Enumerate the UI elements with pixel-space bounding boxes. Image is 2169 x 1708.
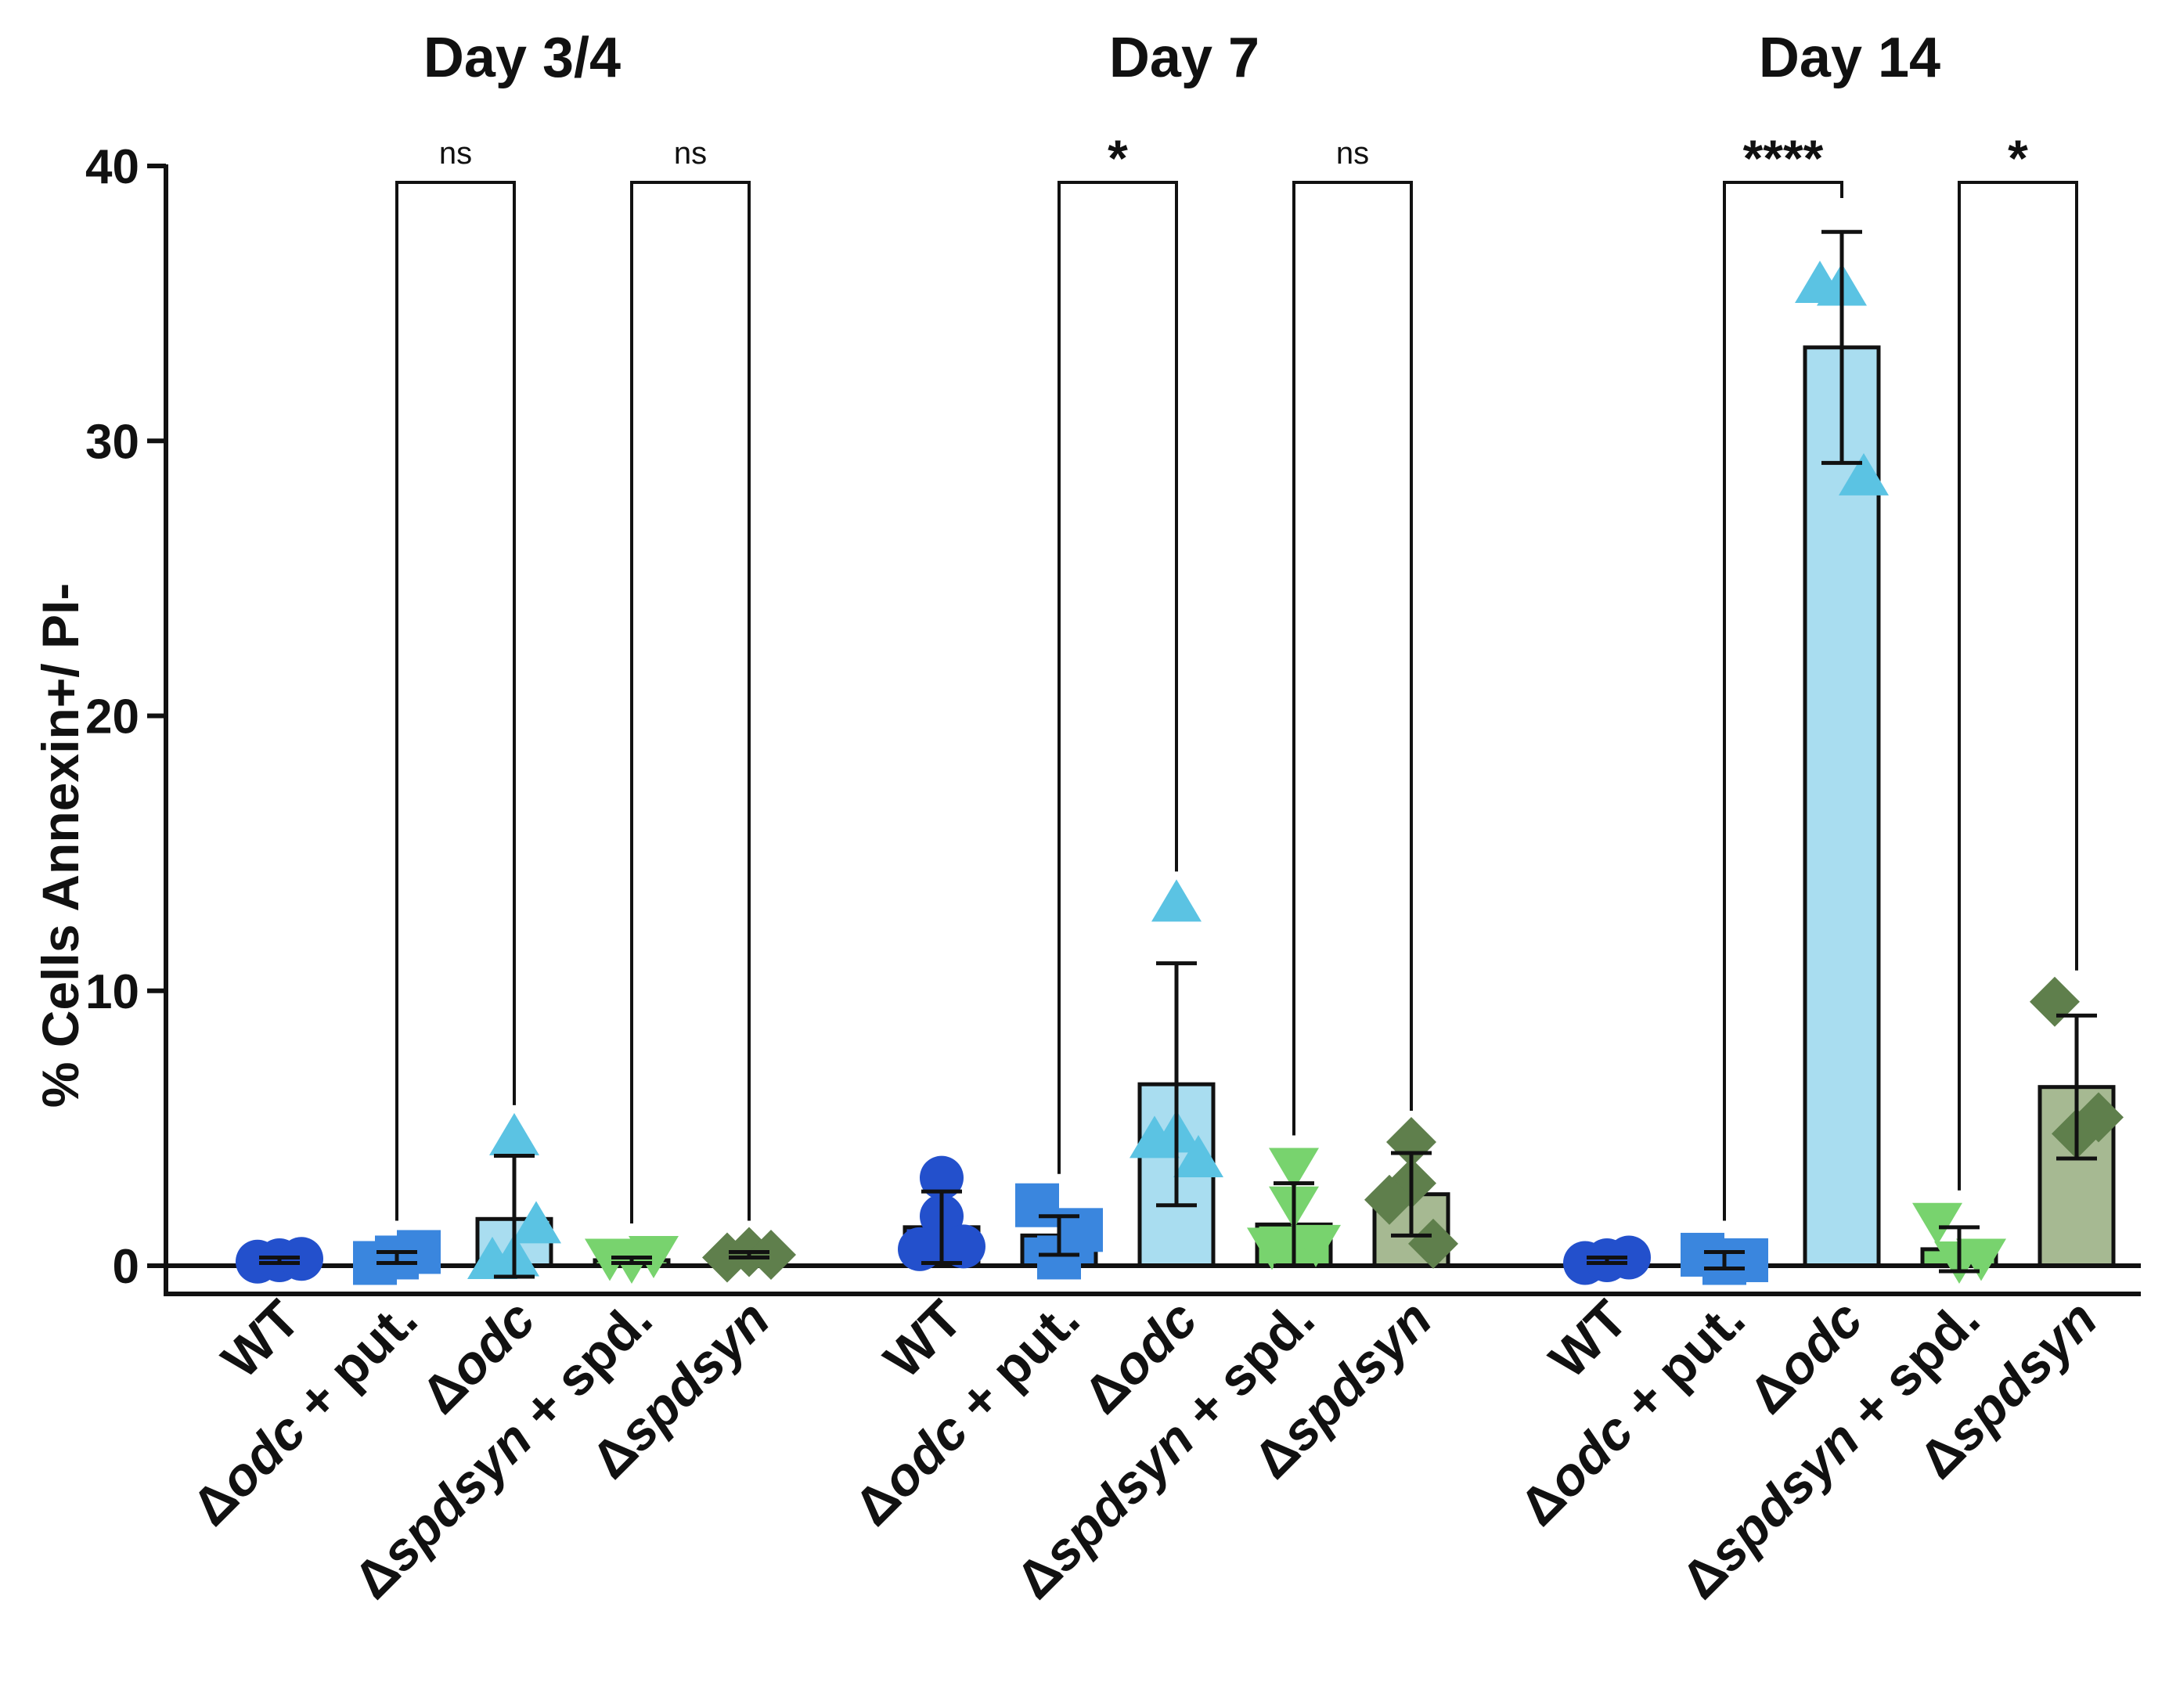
group-title-0: Day 3/4 xyxy=(423,27,621,89)
significance-bracket-1-1 xyxy=(1292,181,1413,1136)
point-2-WT-2 xyxy=(1607,1235,1651,1280)
significance-bracket-2-1 xyxy=(1958,181,2078,1191)
point-1-WT-0 xyxy=(920,1155,964,1200)
category-label-part: spdsyn xyxy=(1697,1410,1871,1584)
significance-bracket-2-0 xyxy=(1723,181,1843,1221)
category-label-part: WT xyxy=(211,1289,311,1389)
point-1-odc-2 xyxy=(1130,1115,1180,1158)
significance-label-1-1: ns xyxy=(1336,136,1369,171)
point-2-spdsyn-2 xyxy=(2074,1092,2124,1143)
point-2-spdsyn-0 xyxy=(2030,976,2080,1027)
significance-label-1-0: * xyxy=(1108,129,1128,187)
significance-bracket-0-1 xyxy=(630,181,751,1223)
group-title-1: Day 7 xyxy=(1109,27,1259,89)
point-0-spdsyn-2 xyxy=(746,1229,796,1280)
point-2-odc-2 xyxy=(1839,452,1889,495)
category-label-part: WT xyxy=(1538,1289,1638,1389)
point-1-WT-3 xyxy=(942,1224,985,1269)
category-label-part: + put. xyxy=(275,1289,429,1443)
point-1-spdsyn_spd-3 xyxy=(1291,1224,1341,1267)
group-titles: Day 3/4 Day 7 Day 14 xyxy=(423,27,1940,89)
point-2-spdsyn_spd-0 xyxy=(1912,1202,1962,1245)
category-label-part: + put. xyxy=(937,1289,1091,1443)
category-label-2-WT: WT xyxy=(1538,1289,1638,1389)
y-axis: 0 10 20 30 40 xyxy=(85,140,2141,1296)
point-0-odc-2 xyxy=(467,1236,517,1279)
category-label-part: WT xyxy=(873,1289,973,1389)
category-label-part: spdsyn xyxy=(369,1410,543,1584)
point-1-odc-3 xyxy=(1173,1135,1223,1178)
y-tick-label-20: 20 xyxy=(85,690,139,744)
y-tick-label-40: 40 xyxy=(85,140,139,194)
point-1-odc_put-0 xyxy=(1015,1183,1059,1227)
group-title-2: Day 14 xyxy=(1759,27,1940,89)
significance-bracket-1-0 xyxy=(1057,181,1178,1174)
point-0-odc-0 xyxy=(489,1112,539,1155)
category-label-part: spdsyn xyxy=(1032,1410,1205,1584)
y-tick-label-10: 10 xyxy=(85,965,139,1019)
significance-label-0-0: ns xyxy=(439,136,472,171)
error-bars xyxy=(259,229,2097,1279)
point-1-spdsyn-3 xyxy=(1408,1218,1458,1269)
point-2-odc_put-2 xyxy=(1724,1238,1768,1282)
significance-label-2-0: **** xyxy=(1743,129,1824,187)
point-1-spdsyn-2 xyxy=(1364,1174,1414,1225)
category-label-0-WT: WT xyxy=(211,1289,311,1389)
significance-brackets: ns ns * ns **** * xyxy=(395,129,2078,1223)
y-axis-title: % Cells Annexin+/ PI- xyxy=(31,583,89,1108)
point-0-spdsyn_spd-2 xyxy=(629,1235,679,1278)
point-1-spdsyn_spd-0 xyxy=(1269,1148,1319,1191)
category-label-1-WT: WT xyxy=(873,1289,973,1389)
point-1-WT-2 xyxy=(898,1227,942,1271)
point-0-odc-3 xyxy=(511,1201,561,1244)
significance-label-0-1: ns xyxy=(674,136,707,171)
point-2-spdsyn_spd-2 xyxy=(1956,1238,2006,1281)
y-tick-label-0: 0 xyxy=(113,1240,139,1294)
point-1-odc-0 xyxy=(1151,879,1202,922)
significance-bracket-0-0 xyxy=(395,181,516,1221)
significance-label-2-1: * xyxy=(2008,129,2028,187)
category-label-part: + put. xyxy=(1602,1289,1756,1443)
point-1-spdsyn_spd-2 xyxy=(1247,1227,1297,1270)
point-0-WT-2 xyxy=(279,1237,323,1281)
y-tick-label-30: 30 xyxy=(85,415,139,469)
